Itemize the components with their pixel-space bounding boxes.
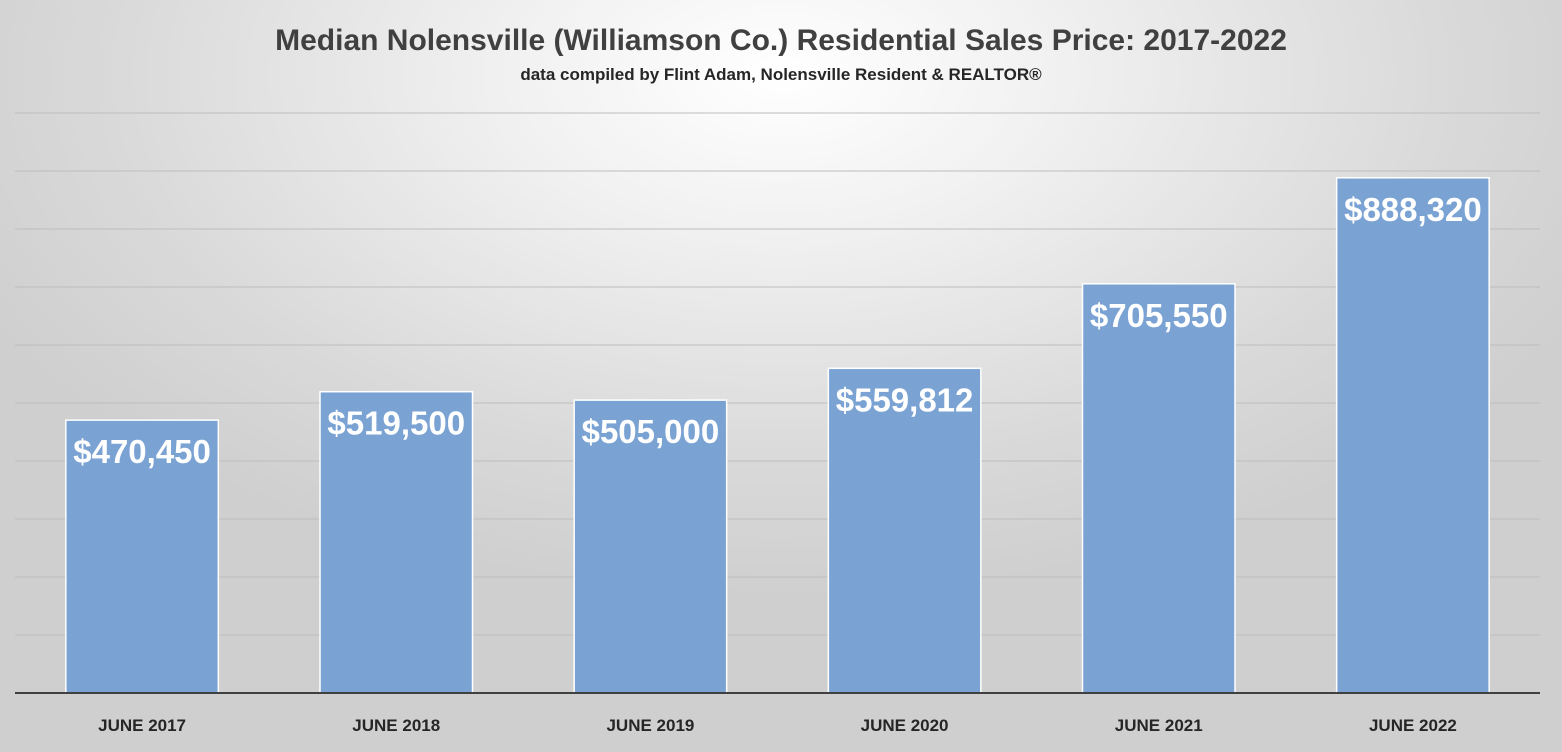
x-tick-label: JUNE 2018 (352, 716, 440, 735)
x-tick-label: JUNE 2020 (861, 716, 949, 735)
bars (65, 177, 1490, 694)
gridlines (15, 112, 1540, 636)
data-label: $505,000 (582, 413, 720, 450)
bar-june-2017 (65, 419, 220, 694)
x-tick-labels: JUNE 2017 JUNE 2018 JUNE 2019 JUNE 2020 JUNE… (98, 716, 1457, 735)
data-label: $470,450 (73, 433, 211, 470)
data-label: $705,550 (1090, 297, 1228, 334)
x-tick-label: JUNE 2021 (1115, 716, 1203, 735)
bar-june-2020 (827, 367, 982, 694)
chart-subtitle: data compiled by Flint Adam, Nolensville… (520, 65, 1042, 84)
data-label: $519,500 (327, 405, 465, 442)
x-tick-label: JUNE 2019 (606, 716, 694, 735)
bar-june-2021 (1081, 283, 1236, 694)
chart-title: Median Nolensville (Williamson Co.) Resi… (275, 24, 1287, 57)
x-tick-label: JUNE 2017 (98, 716, 186, 735)
data-labels: $470,450 $519,500 $505,000 $559,812 $705,550… (73, 191, 1481, 470)
data-label: $888,320 (1344, 191, 1482, 228)
bar-june-2018 (319, 390, 474, 694)
data-label: $559,812 (836, 381, 974, 418)
bar-june-2022 (1335, 177, 1490, 694)
x-tick-label: JUNE 2022 (1369, 716, 1457, 735)
